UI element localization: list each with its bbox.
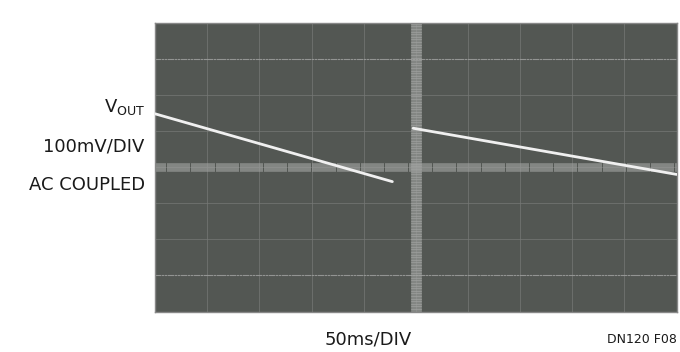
Text: 100mV/DIV: 100mV/DIV: [44, 137, 145, 155]
Text: DN120 F08: DN120 F08: [607, 333, 677, 346]
Text: AC COUPLED: AC COUPLED: [29, 176, 145, 194]
Text: V$_{\mathregular{OUT}}$: V$_{\mathregular{OUT}}$: [104, 98, 145, 117]
Text: 50ms/DIV: 50ms/DIV: [324, 331, 412, 349]
